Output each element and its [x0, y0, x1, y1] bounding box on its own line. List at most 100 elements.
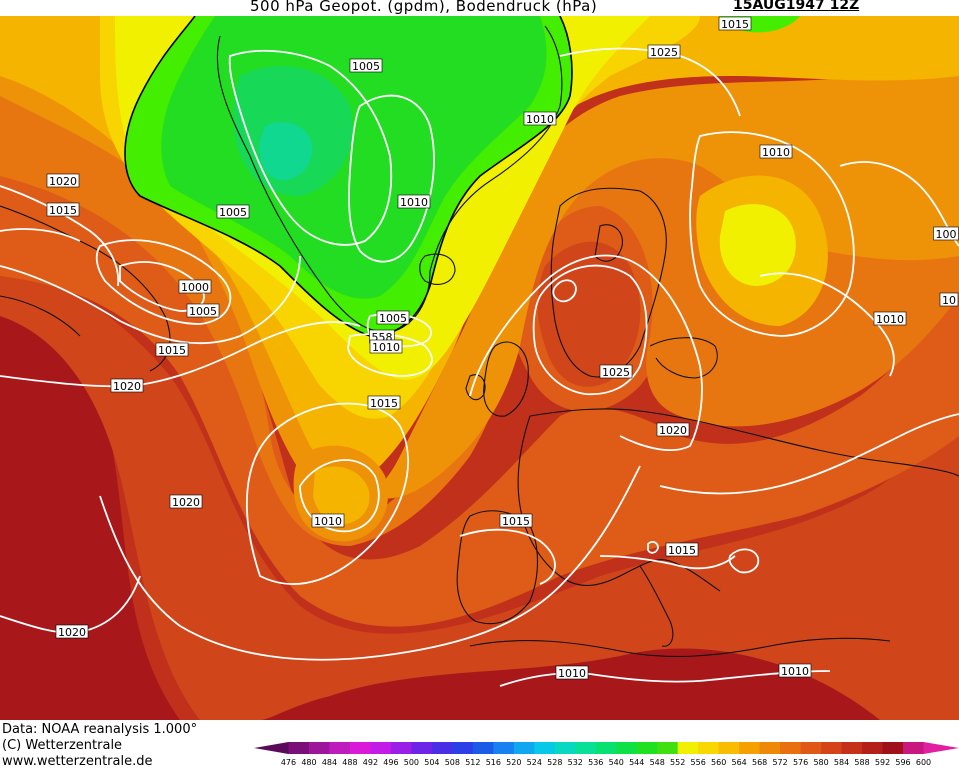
colorbar-arrow-low: [254, 742, 289, 754]
colorbar-tick-label: 560: [711, 758, 726, 767]
isobar-label-text: 1020: [113, 380, 141, 393]
map-date: 15AUG1947 12Z: [733, 0, 860, 13]
isobar-label-text: 1000: [181, 281, 209, 294]
isobar-label-text: 100: [936, 228, 957, 241]
colorbar-swatch: [349, 742, 371, 754]
colorbar-swatch: [759, 742, 781, 754]
isobar-label-text: 1020: [659, 424, 687, 437]
isobar-label: 1005: [216, 204, 250, 219]
isobar-1010-africa: [499, 670, 831, 687]
isobar-1015-spain: [459, 528, 556, 585]
colorbar-tick-label: 552: [670, 758, 685, 767]
isobar-label: 1015: [718, 16, 752, 31]
colorbar-tick-label: 484: [322, 758, 337, 767]
isobar-label: 1010: [397, 194, 431, 209]
colorbar-tick-label: 496: [383, 758, 398, 767]
isobar-label-text: 10: [942, 294, 956, 307]
isobar-label-text: 1005: [379, 312, 407, 325]
colorbar-swatch: [677, 742, 699, 754]
coast-britain: [465, 341, 529, 417]
isobar-1005-canada: [95, 239, 232, 325]
colorbar-swatch: [288, 742, 310, 754]
isobar-label-text: 1005: [189, 305, 217, 318]
colorbar-swatch: [636, 742, 658, 754]
isobar-small-spain: [647, 541, 659, 554]
field-540: [259, 122, 313, 181]
field-556-east-core: [719, 204, 796, 286]
geopotential-map: 1005 1010 1025 1010 1020 1015 1005 1010 1000 1005…: [0, 16, 959, 720]
isobar-label: 1015: [499, 513, 533, 528]
colorbar-swatch: [370, 742, 392, 754]
colorbar-tick-label: 536: [588, 758, 603, 767]
colorbar-tick-label: 564: [732, 758, 747, 767]
isobar-label-text: 1025: [602, 366, 630, 379]
isobar-label: 1010: [873, 311, 907, 326]
isobar-1015-canada: [0, 255, 301, 345]
isobar-label: 1020: [169, 494, 203, 509]
isobar-label: 1010: [555, 665, 589, 680]
isobar-label: 1015: [155, 342, 189, 357]
isobar-label-text: 1010: [400, 196, 428, 209]
colorbar-swatch: [308, 742, 330, 754]
isobar-label-text: 1015: [502, 515, 530, 528]
colorbar-tick-label: 480: [301, 758, 316, 767]
isobar-labels: 1005 1010 1025 1010 1020 1015 1005 1010 1000 1005…: [46, 16, 959, 680]
colorbar-swatches: [254, 742, 959, 754]
isobar-label-text: 1010: [372, 341, 400, 354]
isobar-label: 1005: [186, 303, 220, 318]
colorbar-swatch: [411, 742, 433, 754]
field-564-azores: [313, 466, 370, 524]
isobar-label: 1020: [656, 422, 690, 437]
isobar-1015-east: [659, 413, 959, 495]
colorbar-tick-label: 544: [629, 758, 644, 767]
isobar-label: 1020: [110, 378, 144, 393]
isobar-label-text: 1025: [650, 46, 678, 59]
colorbar: 476 480 484 488 492 496 500 504 508 512 516 520 524 5…: [254, 742, 959, 767]
colorbar-tick-label: 512: [465, 758, 480, 767]
isobar-label-text: 1015: [158, 344, 186, 357]
colorbar-swatch: [616, 742, 638, 754]
colorbar-swatch: [739, 742, 761, 754]
colorbar-arrow-high: [923, 742, 959, 754]
colorbar-tick-label: 592: [875, 758, 890, 767]
coast-baltic: [649, 337, 718, 379]
isobar-label: 1000: [178, 279, 212, 294]
isobar-1020-west: [0, 185, 120, 287]
colorbar-tick-label: 576: [793, 758, 808, 767]
coast-italy: [639, 565, 674, 647]
field-568: [0, 46, 959, 504]
isobar-label: 1005: [376, 310, 410, 325]
isobar-1020-atlantic: [0, 321, 361, 388]
isobar-label: 1015: [665, 542, 699, 557]
isobar-label-text: 1010: [558, 667, 586, 680]
colorbar-swatch: [513, 742, 535, 754]
field-580-scandinavia: [537, 241, 641, 387]
isobar-1015-nw: [0, 228, 81, 242]
isobar-label: 100: [933, 226, 959, 241]
isobar-small-med: [728, 548, 760, 574]
colorbar-swatch: [800, 742, 822, 754]
colorbar-tick-label: 476: [281, 758, 296, 767]
field-588-atlantic: [0, 296, 180, 720]
copyright-text: (C) Wetterzentrale: [2, 738, 123, 753]
isobar-label: 1015: [367, 395, 401, 410]
isobar-label-text: 1015: [49, 204, 77, 217]
isobar-label: 1020: [46, 173, 80, 188]
colorbar-swatch: [472, 742, 494, 754]
isobar-label-text: 1020: [172, 496, 200, 509]
colorbar-tick-label: 492: [363, 758, 378, 767]
colorbar-swatch: [903, 742, 924, 754]
colorbar-tick-label: 584: [834, 758, 849, 767]
colorbar-tick-label: 524: [527, 758, 542, 767]
isobar-label: 1025: [647, 44, 681, 59]
colorbar-swatch: [821, 742, 842, 754]
isobar-1020-europe: [469, 254, 703, 451]
colorbar-swatch: [534, 742, 556, 754]
footer-credit: Data: NOAA reanalysis 1.000° (C) Wetterz…: [2, 722, 197, 770]
website-text[interactable]: www.wetterzentrale.de: [2, 754, 153, 769]
isobar-label-text: 1015: [721, 18, 749, 31]
colorbar-tick-label: 516: [486, 758, 501, 767]
isobar-1015-med: [599, 555, 736, 570]
colorbar-swatch: [657, 742, 679, 754]
isobar-label-text: 1010: [762, 146, 790, 159]
